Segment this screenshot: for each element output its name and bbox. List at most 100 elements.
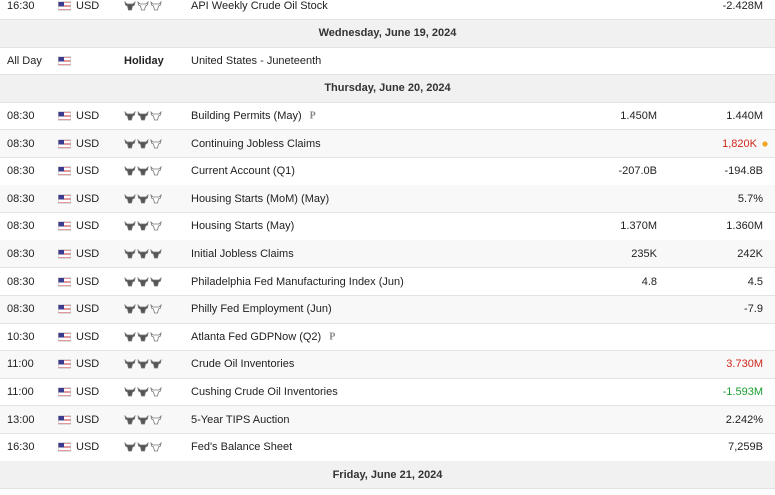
event-row: 16:30 USD Fed's Balance Sheet 7,259B bbox=[0, 434, 775, 462]
bull-icon bbox=[137, 0, 149, 10]
bull-icon bbox=[124, 221, 136, 231]
flag-stripe bbox=[58, 60, 71, 62]
flag-stripe bbox=[58, 59, 71, 61]
flag-stripe bbox=[58, 118, 71, 120]
bull-icon bbox=[124, 359, 136, 369]
flag-border bbox=[58, 139, 71, 148]
event-row: 08:30 USD Philadelphia Fed Manufacturing I… bbox=[0, 268, 775, 296]
us-flag bbox=[58, 249, 71, 259]
actual: 5.7% bbox=[737, 192, 763, 205]
actual: 1.360M bbox=[726, 220, 763, 233]
flag-stripe bbox=[58, 227, 71, 229]
flag-canton bbox=[58, 277, 64, 282]
flag-stripe bbox=[58, 333, 71, 335]
flag-stripe bbox=[58, 418, 71, 419]
importance bbox=[124, 386, 162, 397]
time: 16:30 bbox=[7, 0, 35, 12]
us-flag bbox=[58, 221, 71, 231]
flag-canton bbox=[58, 387, 64, 393]
bull-icon bbox=[137, 166, 149, 176]
event-name: Housing Starts (MoM) (May) bbox=[191, 192, 330, 205]
flag-stripe bbox=[58, 200, 71, 202]
us-flag bbox=[58, 56, 71, 66]
flag-stripe bbox=[58, 445, 71, 447]
flag-stripe bbox=[58, 336, 71, 338]
bull-icon bbox=[150, 359, 162, 369]
currency: USD bbox=[76, 0, 100, 12]
currency: USD bbox=[76, 303, 100, 316]
flag-stripe bbox=[58, 443, 71, 445]
bull-icon bbox=[137, 276, 149, 286]
flag-stripe bbox=[58, 173, 71, 175]
flag-stripe bbox=[58, 114, 71, 116]
bull-icon bbox=[124, 442, 136, 452]
flag-stripe bbox=[58, 417, 71, 418]
importance bbox=[124, 221, 162, 231]
actual: 7,259B bbox=[728, 441, 763, 454]
flag-stripe bbox=[58, 389, 71, 391]
flag-stripe bbox=[58, 338, 71, 340]
us-flag bbox=[58, 111, 71, 121]
flag-canton bbox=[58, 139, 64, 144]
importance bbox=[124, 331, 162, 342]
flag-stripe bbox=[58, 391, 71, 393]
bull-icon bbox=[137, 331, 149, 342]
forecast: -207.0B bbox=[618, 165, 657, 178]
event-name: Philadelphia Fed Manufacturing Index (Ju… bbox=[191, 275, 404, 288]
forecast: 235K bbox=[631, 247, 657, 260]
currency: USD bbox=[76, 385, 100, 398]
event-row: 11:00 USD Cushing Crude Oil Inventories -1.… bbox=[0, 378, 775, 407]
bull-icon bbox=[150, 331, 162, 342]
flag-stripe bbox=[58, 6, 71, 7]
event-row: 10:30 USD Atlanta Fed GDPNow (Q2) P bbox=[0, 323, 775, 352]
event-row: 11:00 USD Crude Oil Inventories 3.730M bbox=[0, 350, 775, 379]
flag-stripe bbox=[58, 447, 71, 449]
currency: USD bbox=[76, 165, 100, 178]
flag-stripe bbox=[58, 172, 71, 174]
us-flag bbox=[58, 139, 71, 148]
flag-stripe bbox=[58, 226, 71, 228]
flag-border bbox=[58, 221, 71, 231]
flag-stripe bbox=[58, 283, 71, 284]
event-name: 5-Year TIPS Auction bbox=[191, 413, 290, 426]
flag-border bbox=[58, 304, 71, 314]
flag-stripe bbox=[58, 170, 71, 172]
bull-icon bbox=[124, 414, 136, 424]
event-row: 08:30 USD Continuing Jobless Claims 1,820K bbox=[0, 130, 775, 158]
bull-icon bbox=[150, 138, 162, 148]
flag-canton bbox=[58, 194, 64, 200]
flag-stripe bbox=[58, 388, 71, 390]
time: 08:30 bbox=[7, 192, 35, 205]
bull-icon bbox=[137, 414, 149, 424]
flag-border bbox=[58, 249, 71, 259]
bull-icon bbox=[150, 193, 162, 204]
flag-canton bbox=[58, 304, 64, 310]
flag-stripe bbox=[58, 144, 71, 145]
flag-stripe bbox=[58, 7, 71, 8]
currency: USD bbox=[76, 137, 100, 150]
event-name: Cushing Crude Oil Inventories bbox=[191, 385, 338, 398]
flag-stripe bbox=[58, 311, 71, 313]
flag-stripe bbox=[58, 448, 71, 450]
event-row: 08:30 USD Initial Jobless Claims 235K 242K bbox=[0, 240, 775, 269]
date-header: Thursday, June 20, 2024 bbox=[0, 74, 775, 103]
flag-stripe bbox=[58, 57, 71, 59]
bull-icon bbox=[137, 442, 149, 452]
bull-icon bbox=[124, 248, 136, 259]
flag-stripe bbox=[58, 145, 71, 146]
flag-stripe bbox=[58, 62, 71, 64]
event-name: Philly Fed Employment (Jun) bbox=[191, 303, 332, 316]
us-flag bbox=[58, 166, 71, 176]
flag-stripe bbox=[58, 225, 71, 227]
flag-stripe bbox=[58, 5, 71, 6]
flag-stripe bbox=[58, 365, 71, 367]
event-row: 13:00 USD 5-Year TIPS Auction 2.242% bbox=[0, 406, 775, 434]
flag-stripe bbox=[58, 167, 71, 169]
flag-stripe bbox=[58, 305, 71, 307]
flag-stripe bbox=[58, 419, 71, 420]
us-flag bbox=[58, 1, 71, 10]
flag-stripe bbox=[58, 394, 71, 396]
flag-stripe bbox=[58, 2, 71, 3]
importance bbox=[124, 110, 162, 121]
actual: -194.8B bbox=[724, 165, 763, 178]
